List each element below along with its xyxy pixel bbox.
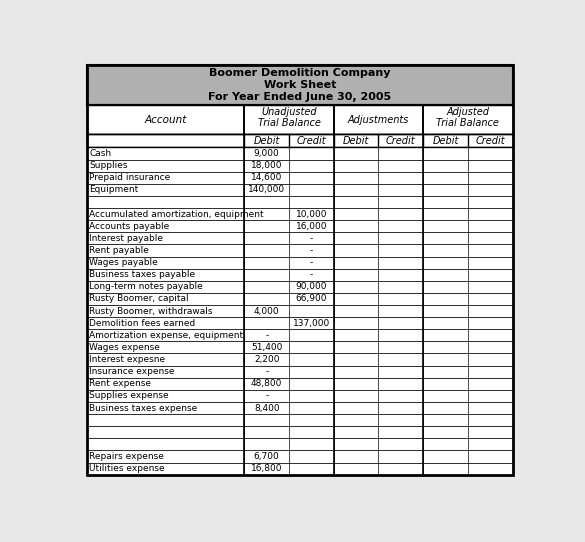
Text: Long-term notes payable: Long-term notes payable [90, 282, 203, 291]
Bar [87, 233, 512, 244]
Bar [87, 172, 512, 184]
Bar [87, 134, 512, 147]
Bar [87, 256, 512, 269]
Text: 6,700: 6,700 [254, 452, 280, 461]
Bar [87, 196, 512, 208]
Bar [87, 184, 512, 196]
Text: Rusty Boomer, capital: Rusty Boomer, capital [90, 294, 189, 304]
Bar [87, 147, 512, 159]
Text: Adjusted
Trial Balance: Adjusted Trial Balance [436, 107, 499, 128]
Bar [87, 244, 512, 256]
Bar [87, 414, 512, 426]
Text: 137,000: 137,000 [293, 319, 330, 328]
Text: Account: Account [144, 115, 187, 125]
Bar [87, 105, 512, 134]
Text: Boomer Demolition Company
Work Sheet
For Year Ended June 30, 2005: Boomer Demolition Company Work Sheet For… [208, 68, 391, 102]
Text: Rusty Boomer, withdrawals: Rusty Boomer, withdrawals [90, 307, 213, 315]
Text: Accounts payable: Accounts payable [90, 222, 170, 231]
Text: Wages expense: Wages expense [90, 343, 160, 352]
Bar [87, 159, 512, 172]
Text: 14,600: 14,600 [251, 173, 283, 182]
Bar [87, 220, 512, 233]
Text: Business taxes expense: Business taxes expense [90, 403, 198, 412]
Text: Rent expense: Rent expense [90, 379, 152, 388]
Text: Interest payable: Interest payable [90, 234, 163, 243]
Bar [87, 426, 512, 438]
Text: Credit: Credit [476, 136, 505, 146]
Bar [87, 65, 512, 105]
Text: Demolition fees earned: Demolition fees earned [90, 319, 195, 328]
Text: 2,200: 2,200 [254, 355, 280, 364]
Text: Cash: Cash [90, 149, 112, 158]
Text: 90,000: 90,000 [295, 282, 327, 291]
Text: Rent payable: Rent payable [90, 246, 149, 255]
Bar [87, 341, 512, 353]
Text: Debit: Debit [343, 136, 369, 146]
Text: 8,400: 8,400 [254, 403, 280, 412]
Text: 18,000: 18,000 [251, 161, 283, 170]
Bar [87, 390, 512, 402]
Bar [87, 208, 512, 220]
Text: Amortization expense, equipment: Amortization expense, equipment [90, 331, 243, 340]
Text: Insurance expense: Insurance expense [90, 367, 175, 376]
Bar [87, 317, 512, 329]
Bar [87, 269, 512, 281]
Text: 4,000: 4,000 [254, 307, 280, 315]
Text: -: - [265, 391, 269, 401]
Text: -: - [310, 234, 313, 243]
Text: 140,000: 140,000 [248, 185, 285, 195]
Text: -: - [265, 367, 269, 376]
Text: 16,000: 16,000 [295, 222, 327, 231]
Text: 48,800: 48,800 [251, 379, 283, 388]
Text: Equipment: Equipment [90, 185, 139, 195]
Text: Supplies expense: Supplies expense [90, 391, 169, 401]
Bar [87, 366, 512, 378]
Text: Wages payable: Wages payable [90, 258, 158, 267]
Text: 9,000: 9,000 [254, 149, 280, 158]
Bar [87, 293, 512, 305]
Bar [87, 305, 512, 317]
Bar [87, 438, 512, 450]
Text: Accumulated amortization, equipment: Accumulated amortization, equipment [90, 210, 264, 218]
Text: 66,900: 66,900 [295, 294, 327, 304]
Text: Prepaid insurance: Prepaid insurance [90, 173, 171, 182]
Text: -: - [310, 270, 313, 279]
Text: 16,800: 16,800 [251, 464, 283, 473]
Text: -: - [265, 331, 269, 340]
Text: Utilities expense: Utilities expense [90, 464, 165, 473]
Text: Unadjusted
Trial Balance: Unadjusted Trial Balance [257, 107, 321, 128]
Text: Interest expesne: Interest expesne [90, 355, 166, 364]
Bar [87, 281, 512, 293]
Text: Credit: Credit [386, 136, 415, 146]
Bar [87, 378, 512, 390]
Bar [87, 329, 512, 341]
Text: Credit: Credit [297, 136, 326, 146]
Text: 51,400: 51,400 [251, 343, 283, 352]
Bar [87, 450, 512, 462]
Text: Debit: Debit [253, 136, 280, 146]
Text: Business taxes payable: Business taxes payable [90, 270, 195, 279]
Text: Debit: Debit [432, 136, 459, 146]
Text: Supplies: Supplies [90, 161, 128, 170]
Bar [87, 462, 512, 475]
Bar [87, 402, 512, 414]
Text: Adjustments: Adjustments [348, 115, 409, 125]
Bar [87, 353, 512, 366]
Text: -: - [310, 246, 313, 255]
Text: Repairs expense: Repairs expense [90, 452, 164, 461]
Text: -: - [310, 258, 313, 267]
Text: 10,000: 10,000 [295, 210, 327, 218]
